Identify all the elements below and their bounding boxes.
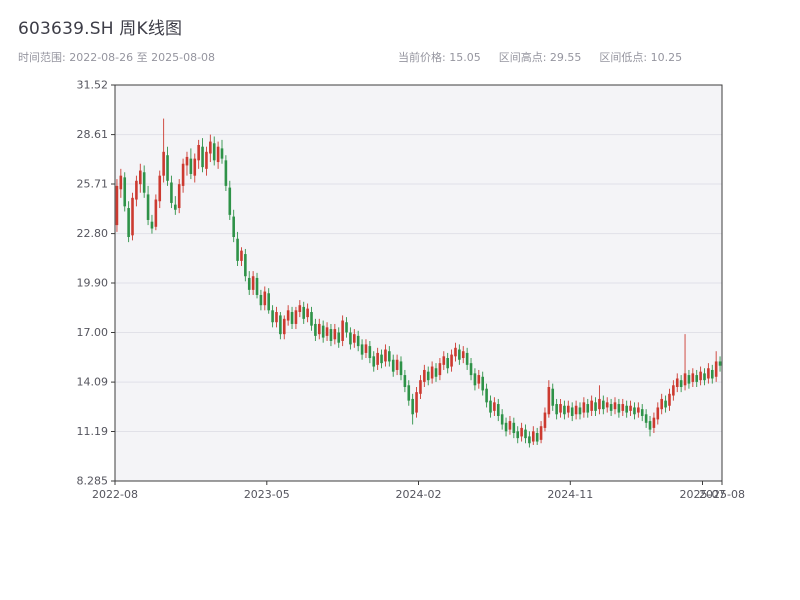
x-tick-label: 2024-11 bbox=[547, 488, 593, 501]
plot-frame bbox=[114, 84, 723, 482]
chart-subtitle-row: 时间范围: 2022-08-26 至 2025-08-08 当前价格: 15.0… bbox=[0, 49, 800, 65]
range-high-label: 区间高点: 29.55 bbox=[498, 51, 582, 64]
x-tick-label: 2024-02 bbox=[396, 488, 442, 501]
price-stats: 当前价格: 15.05 区间高点: 29.55 区间低点: 10.25 bbox=[398, 49, 682, 65]
current-price-label: 当前价格: 15.05 bbox=[398, 51, 481, 64]
page-title: 603639.SH 周K线图 bbox=[18, 19, 183, 39]
y-tick-label: 31.52 bbox=[77, 79, 109, 92]
range-low-label: 区间低点: 10.25 bbox=[599, 51, 683, 64]
y-tick-label: 8.285 bbox=[77, 475, 109, 488]
x-tick-label: 2022-08 bbox=[92, 488, 138, 501]
date-range-label: 时间范围: 2022-08-26 至 2025-08-08 bbox=[18, 51, 216, 64]
y-axis: 8.285 11.19 14.09 17.00 19.90 22.80 25.71 28.61… bbox=[77, 79, 722, 488]
x-tick-label: 2023-05 bbox=[244, 488, 290, 501]
y-tick-label: 11.19 bbox=[77, 425, 109, 438]
x-axis: 2022-08 2023-05 2024-02 2024-11 2025-082025-… bbox=[92, 481, 745, 501]
y-tick-label: 17.00 bbox=[77, 326, 109, 339]
candles-group bbox=[115, 118, 722, 448]
x-tick-label: 2025-08 bbox=[699, 488, 745, 501]
y-tick-label: 22.80 bbox=[77, 227, 109, 240]
y-tick-label: 25.71 bbox=[77, 178, 109, 191]
y-tick-label: 14.09 bbox=[77, 376, 109, 389]
x-tick-label-overlap: 2025-07 bbox=[680, 488, 726, 501]
y-tick-label: 19.90 bbox=[77, 277, 109, 290]
y-tick-label: 28.61 bbox=[77, 128, 109, 141]
